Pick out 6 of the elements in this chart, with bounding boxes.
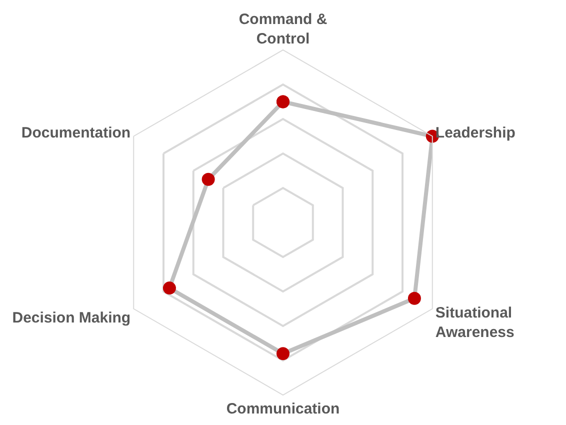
spoke-label: Decision Making [12, 310, 131, 327]
spoke-label: Documentation [21, 124, 131, 142]
spoke-label: Leadership [435, 124, 516, 142]
spoke-label: Command & Control [238, 11, 328, 48]
spoke-label: Communication [226, 400, 340, 418]
spoke-label: Situational Awareness [435, 304, 514, 342]
